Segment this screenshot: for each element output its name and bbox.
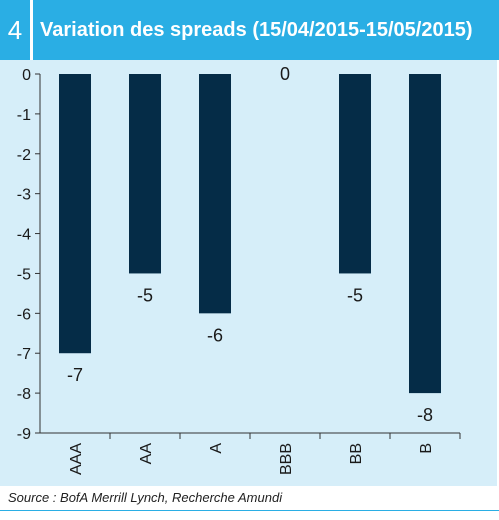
data-label: 0 (280, 64, 290, 84)
x-tick-label: BBB (278, 443, 295, 475)
bottom-rule (0, 510, 499, 511)
bar (59, 74, 91, 354)
y-tick-label: -1 (17, 107, 31, 124)
y-tick-label: -6 (17, 306, 31, 323)
bar (409, 74, 441, 394)
chart-title: Variation des spreads (15/04/2015-15/05/… (40, 19, 473, 41)
y-tick-label: -2 (17, 147, 31, 164)
x-tick-label: B (418, 443, 435, 454)
x-tick-label: AA (138, 443, 155, 465)
chart-header: 4 Variation des spreads (15/04/2015-15/0… (0, 0, 499, 60)
x-tick-label: AAA (68, 443, 85, 475)
y-tick-label: -4 (17, 227, 31, 244)
data-label: -7 (67, 365, 83, 385)
bar (339, 74, 371, 274)
x-tick-label: BB (348, 443, 365, 464)
y-tick-label: -7 (17, 346, 31, 363)
header-separator (30, 0, 33, 60)
bar-chart: 0 -1 -2 -3 -4 -5 -6 -7 -8 -9 -7 AAA -5 AA -6 A 0 BBB -5 BB -… (17, 64, 461, 475)
figure-number: 4 (7, 15, 23, 45)
y-tick-label: -8 (17, 386, 31, 403)
bar (199, 74, 231, 314)
y-tick-label: -5 (17, 266, 31, 283)
data-label: -5 (137, 285, 153, 305)
data-label: -6 (207, 325, 223, 345)
bar (129, 74, 161, 274)
source-note: Source : BofA Merrill Lynch, Recherche A… (8, 490, 283, 505)
y-tick-label: 0 (22, 67, 31, 84)
y-tick-label: -3 (17, 187, 31, 204)
y-tick-label: -9 (17, 426, 31, 443)
x-tick-label: A (208, 443, 225, 454)
data-label: -5 (347, 285, 363, 305)
data-label: -8 (417, 405, 433, 425)
